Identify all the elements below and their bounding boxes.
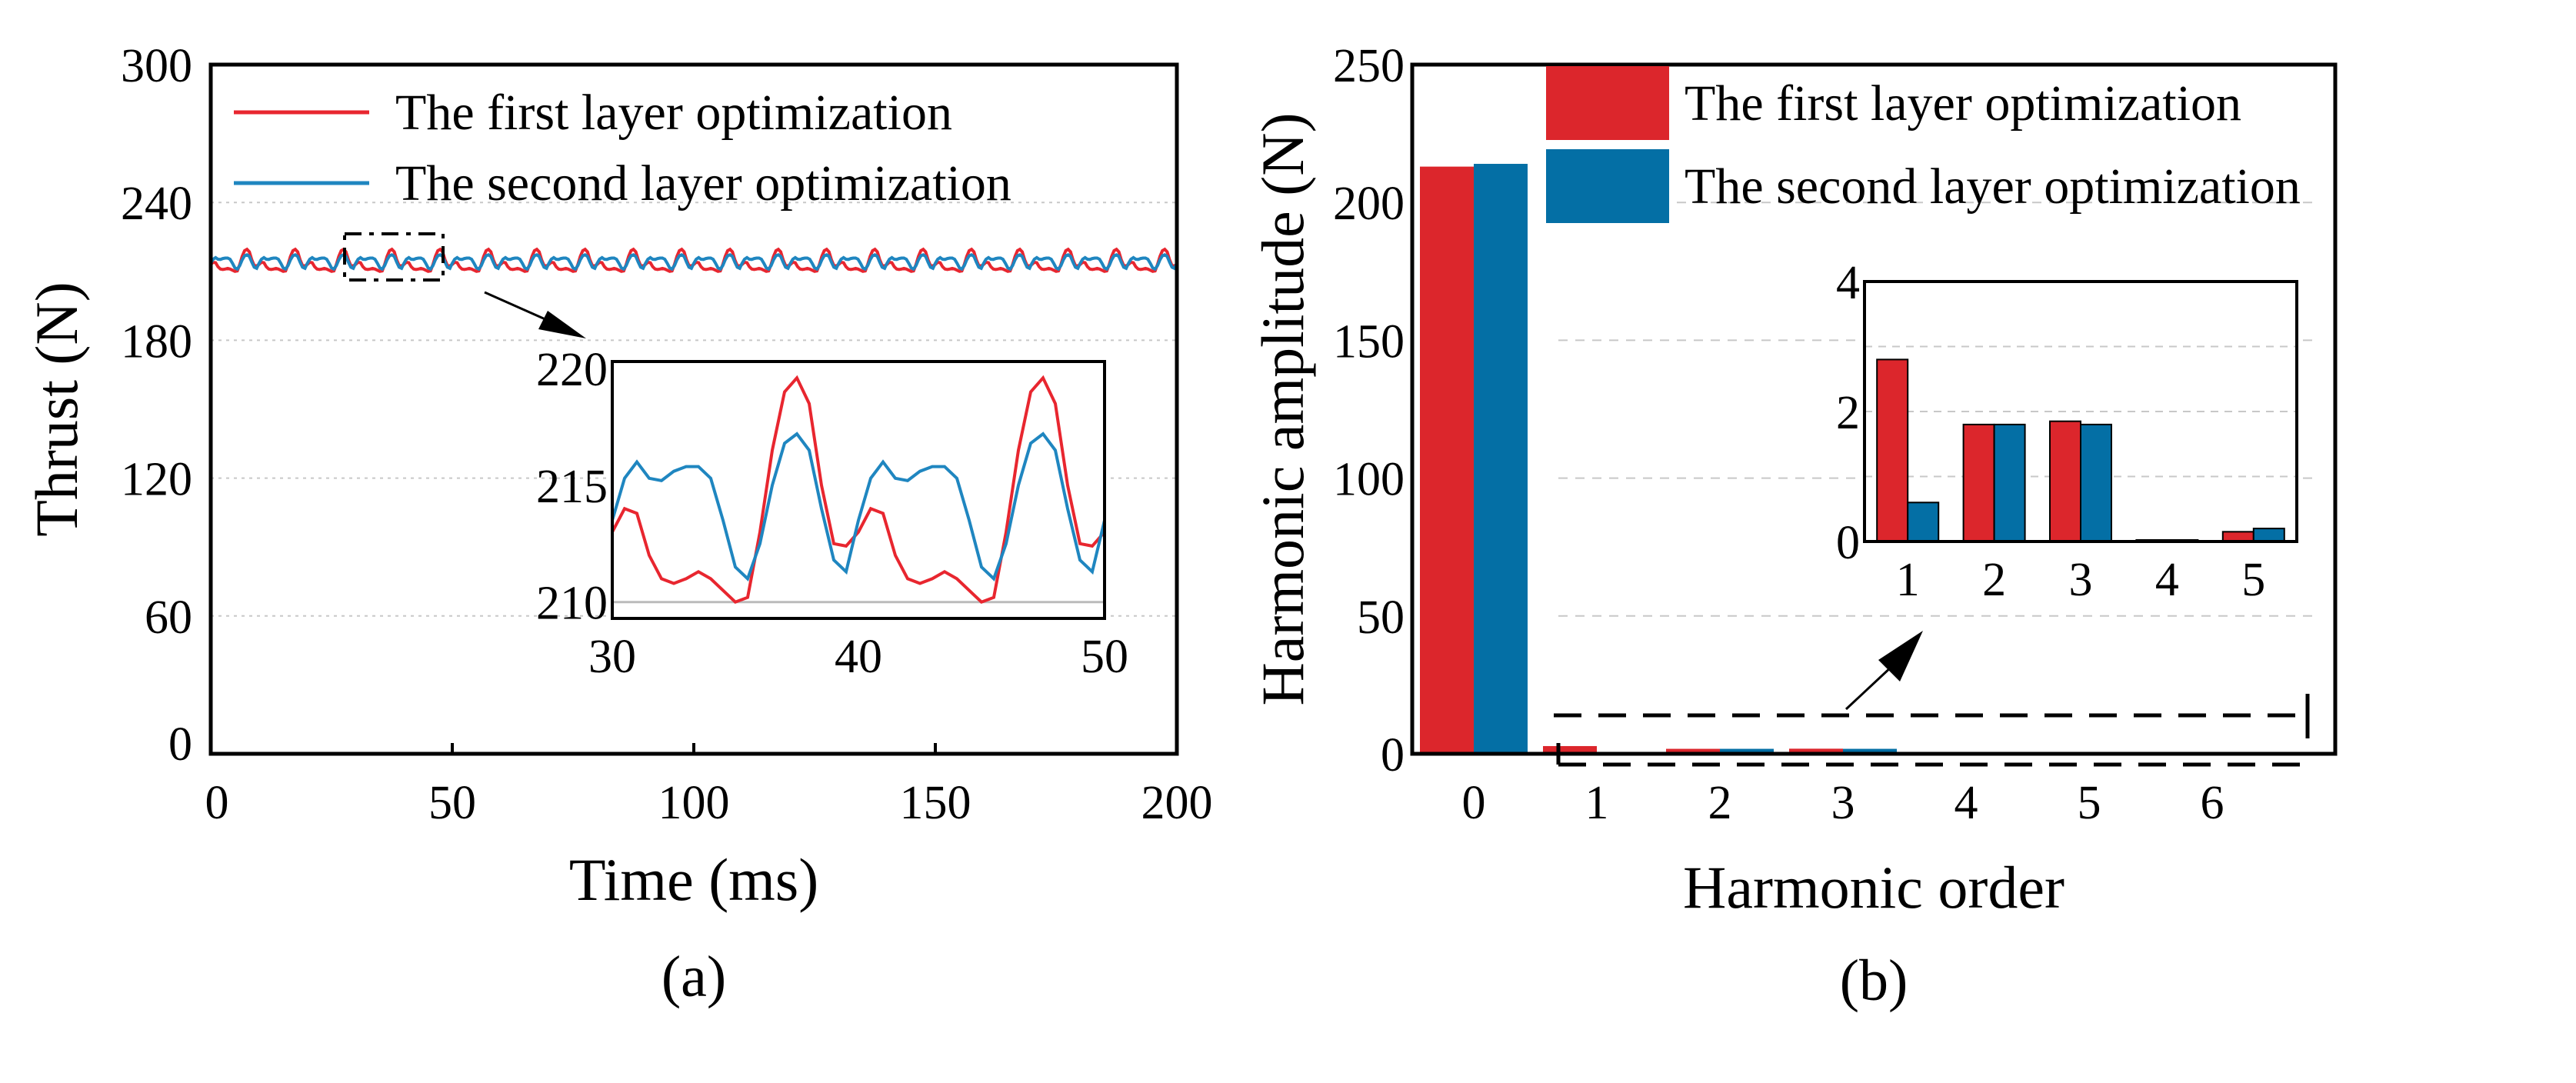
inset-x-tick-label: 2	[1982, 554, 2006, 606]
plot-frame	[208, 62, 1179, 756]
zoom-arrow	[484, 291, 555, 325]
y-tick-label: 0	[1381, 729, 1405, 781]
arrowhead-icon	[1878, 631, 1923, 681]
y-axis-title: Harmonic amplitude (N)	[1249, 112, 1316, 705]
y-tick-label: 300	[121, 40, 192, 92]
bar-2-order-3	[1843, 748, 1897, 754]
legend-label: The first layer optimization	[395, 85, 952, 141]
inset-y-tick-label: 4	[1836, 257, 1860, 309]
bar-1-order-2	[1666, 748, 1720, 754]
inset-x-tick-label: 30	[588, 631, 636, 683]
inset-x-tick-label: 5	[2241, 554, 2265, 606]
x-tick-label: 4	[1954, 777, 1978, 829]
inset-y-tick-label: 215	[536, 461, 608, 513]
inset-series-line-1	[611, 375, 1106, 605]
inset-x-tick-label: 50	[1081, 631, 1128, 683]
x-tick-label: 1	[1585, 777, 1609, 829]
inset-bar-2-order-5	[2252, 528, 2285, 542]
y-tick-label: 240	[121, 178, 192, 230]
zoom-arrow	[1845, 665, 1894, 711]
x-tick-label: 200	[1141, 777, 1213, 829]
x-tick-label: 2	[1708, 777, 1732, 829]
y-tick-label: 200	[1333, 178, 1405, 230]
bar-1-order-3	[1789, 748, 1843, 754]
legend-label: The second layer optimization	[1685, 158, 2301, 215]
x-tick-label: 100	[658, 777, 730, 829]
x-tick-label: 0	[1462, 777, 1486, 829]
inset-y-tick-label: 210	[536, 578, 608, 630]
x-tick-label: 3	[1831, 777, 1855, 829]
zoom-region-box	[343, 232, 445, 282]
bar-2-order-2	[1720, 748, 1774, 754]
bar-2-order-0	[1474, 164, 1528, 755]
bar-1-order-0	[1420, 166, 1474, 754]
y-tick-label: 250	[1333, 40, 1405, 92]
inset-y-tick-label: 2	[1836, 387, 1860, 439]
inset-x-tick-label: 4	[2155, 554, 2179, 606]
thrust-chart: 0 60 120 180 240 300 0 50 100 150 200 The first lay…	[23, 40, 1213, 1009]
inset-x-tick-label: 3	[2069, 554, 2093, 606]
legend-label: The second layer optimization	[395, 155, 1011, 212]
inset-frame	[611, 360, 1106, 620]
x-tick-label: 0	[205, 777, 229, 829]
y-tick-label: 180	[121, 315, 192, 368]
series-line-2	[209, 253, 1178, 272]
legend-swatch	[1546, 66, 1669, 140]
inset-x-tick-label: 1	[1896, 554, 1920, 606]
inset-x-tick-label: 40	[835, 631, 882, 683]
x-axis-title: Time (ms)	[569, 846, 818, 913]
y-tick-label: 60	[145, 591, 192, 644]
y-tick-label: 100	[1333, 454, 1405, 506]
legend-label: The first layer optimization	[1685, 75, 2241, 132]
plot-frame	[1410, 62, 2338, 756]
inset-series-line-2	[611, 432, 1106, 581]
y-tick-label: 50	[1357, 591, 1405, 644]
y-tick-label: 0	[168, 718, 192, 771]
x-tick-label: 6	[2201, 777, 2224, 829]
x-tick-label: 50	[428, 777, 476, 829]
inset-bar-2-order-2	[1993, 423, 2026, 543]
x-tick-label: 5	[2078, 777, 2101, 829]
inset-frame	[1863, 280, 2298, 543]
panel-caption: (a)	[661, 945, 726, 1009]
y-tick-label: 120	[121, 454, 192, 506]
inset-y-tick-label: 220	[536, 344, 608, 396]
inset-bar-2-order-1	[1907, 502, 1940, 542]
inset-bar-1-order-3	[2049, 420, 2081, 542]
inset-bar-2-order-3	[2080, 423, 2112, 543]
inset-bar-1-order-1	[1876, 358, 1909, 542]
legend-swatch	[1546, 149, 1669, 223]
y-tick-label: 150	[1333, 315, 1405, 368]
inset-y-tick-label: 0	[1836, 517, 1860, 569]
bar-1-order-1	[1543, 745, 1597, 754]
inset-bar-1-order-2	[1962, 423, 1995, 543]
x-axis-title: Harmonic order	[1683, 854, 2064, 921]
y-axis-title: Thrust (N)	[23, 282, 90, 536]
x-tick-label: 150	[900, 777, 971, 829]
panel-caption: (b)	[1840, 948, 1908, 1013]
arrowhead-icon	[538, 311, 586, 338]
